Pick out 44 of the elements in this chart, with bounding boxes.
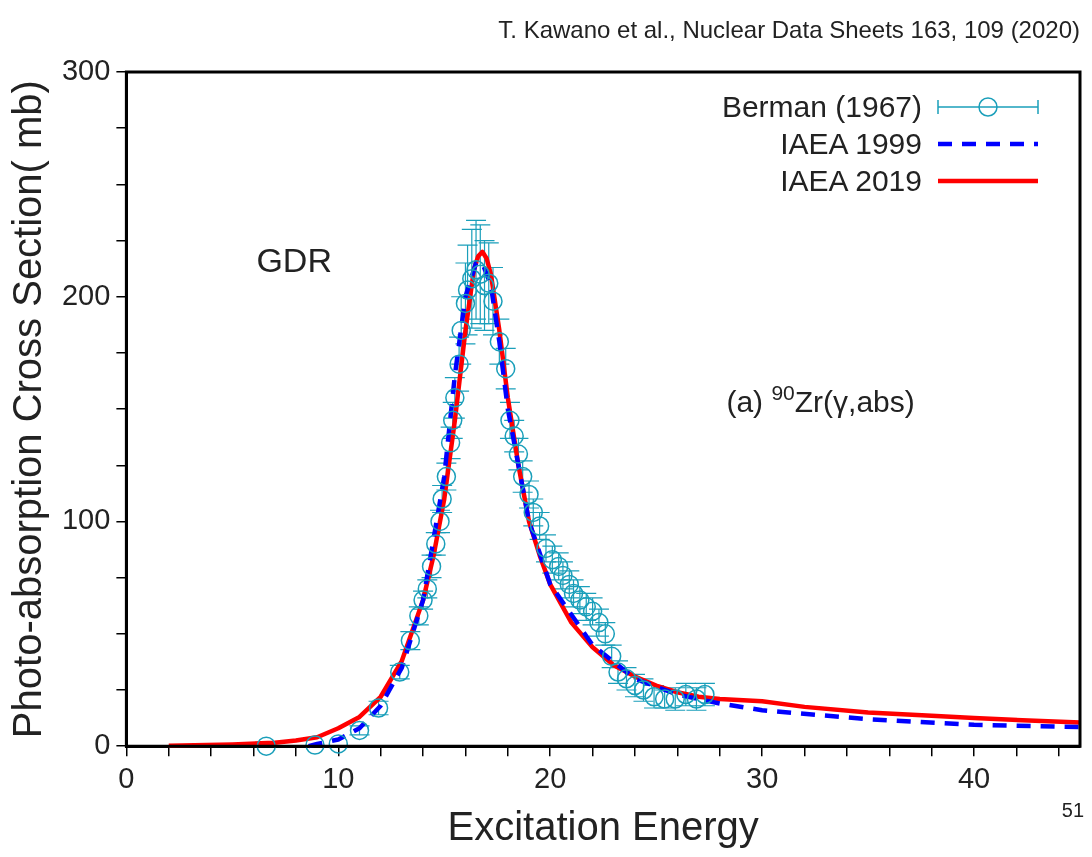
point (328, 734, 349, 754)
point (451, 320, 471, 341)
x-tick-label: 20 (534, 761, 567, 794)
point (479, 273, 499, 293)
point (508, 444, 529, 464)
point (570, 590, 590, 610)
x-axis-title: Excitation Energy (447, 804, 759, 849)
point (305, 735, 325, 755)
text: T. Kawano et al., Nuclear Data Sheets 163, 109 (2020) (498, 16, 1080, 43)
point (445, 388, 465, 408)
x-tick-label: 0 (118, 761, 135, 794)
point (349, 720, 370, 741)
point (504, 426, 524, 446)
x-tick-label: 40 (957, 761, 991, 794)
point (474, 275, 495, 296)
point (440, 433, 461, 453)
y-tick-label: 0 (94, 728, 111, 761)
legend-label: IAEA 1999 (780, 126, 922, 161)
point (466, 260, 486, 280)
y-tick-label: 100 (61, 503, 111, 536)
point (512, 466, 533, 487)
x-tick-label: 10 (322, 761, 355, 794)
point (256, 736, 276, 756)
text: 51 (1061, 799, 1084, 821)
point (457, 280, 478, 300)
x-tick-label: 30 (746, 761, 779, 794)
point (442, 410, 463, 431)
point (483, 291, 503, 311)
point (470, 264, 491, 285)
y-tick-label: 200 (61, 278, 111, 311)
legend-label: IAEA 2019 (780, 163, 922, 198)
annotation: GDR (256, 241, 332, 279)
point (489, 331, 510, 352)
point (529, 516, 550, 536)
point (449, 354, 469, 374)
point (576, 597, 596, 617)
point (495, 358, 516, 379)
point (500, 410, 520, 431)
legend-label: Berman (1967) (721, 89, 922, 124)
y-axis-title: Photo-absorption Cross Section( mb) (5, 80, 50, 739)
y-tick-label: 300 (61, 54, 111, 86)
point (432, 489, 452, 509)
point (455, 293, 476, 314)
point (462, 269, 482, 289)
